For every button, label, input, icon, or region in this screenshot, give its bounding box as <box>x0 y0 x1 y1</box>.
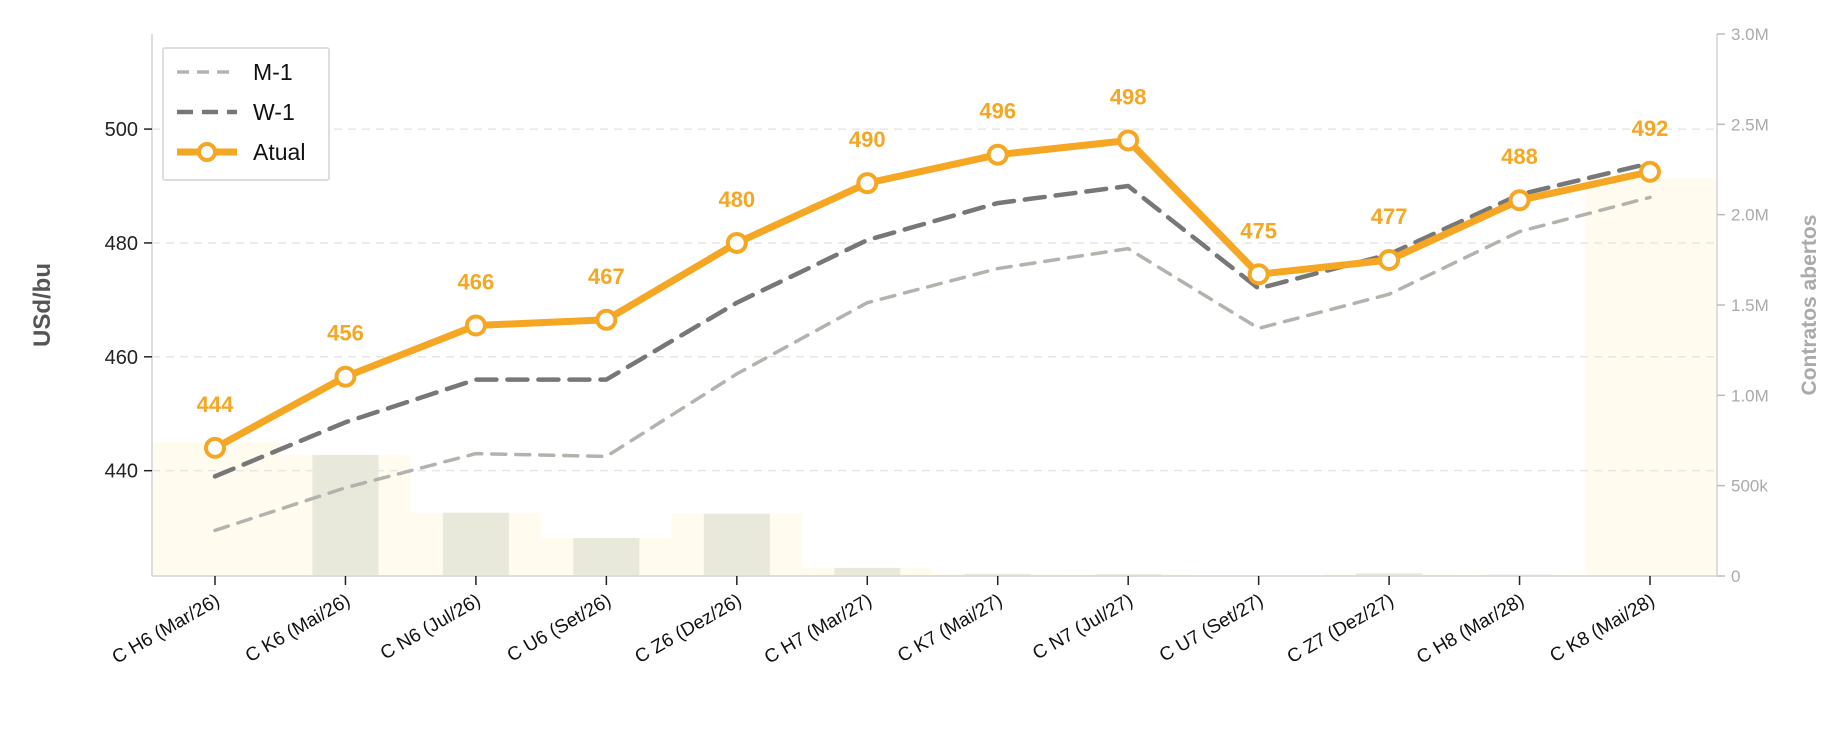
y2-tick-label: 2.0M <box>1731 206 1769 225</box>
data-label: 477 <box>1371 204 1408 229</box>
data-label: 444 <box>197 392 234 417</box>
series-line-w-1 <box>212 160 1653 479</box>
series-point <box>334 365 357 388</box>
y2-tick-label: 500k <box>1731 477 1768 496</box>
y-tick-label: 460 <box>105 347 138 369</box>
x-tick-label: C Z7 (Dez/27) <box>1284 590 1398 668</box>
legend-label: W-1 <box>253 99 295 125</box>
series-point <box>1378 249 1401 272</box>
x-tick-label: C H6 (Mar/26) <box>109 590 224 668</box>
series-point <box>1639 160 1661 183</box>
x-tick-label: C H8 (Mar/28) <box>1413 590 1528 668</box>
x-tick-label: C N7 (Jul/27) <box>1029 590 1136 664</box>
y-tick-label: 480 <box>105 233 138 255</box>
x-tick-label: C N6 (Jul/26) <box>377 590 484 664</box>
legend-label: M-1 <box>253 59 293 85</box>
series-line-m-1 <box>213 195 1652 533</box>
x-tick-label: C K7 (Mai/27) <box>894 590 1006 667</box>
data-label: 490 <box>849 127 886 152</box>
grid-layer <box>152 128 1717 472</box>
x-tick-label: C H7 (Mar/27) <box>761 590 876 668</box>
open-interest-bar <box>442 512 509 576</box>
y-tick-label: 440 <box>105 461 138 483</box>
series-point <box>1247 263 1270 286</box>
open-interest-layer <box>152 178 1717 577</box>
data-label: 492 <box>1632 116 1669 141</box>
data-label: 488 <box>1501 144 1538 169</box>
data-label: 466 <box>458 269 495 294</box>
data-label: 456 <box>327 321 364 346</box>
series-point <box>986 143 1009 166</box>
x-tick-label: C K6 (Mai/26) <box>242 590 354 667</box>
legend-label: Atual <box>253 139 305 165</box>
legend-marker <box>197 142 217 162</box>
y2-tick-label: 1.5M <box>1731 296 1769 315</box>
y2-tick-label: 1.0M <box>1731 386 1769 405</box>
open-interest-bar <box>573 538 640 576</box>
y-axis-label: USd/bu <box>29 263 56 347</box>
series-point <box>725 231 748 254</box>
data-labels-layer: 444 456 466 467 480 490 496 498 475 477 488 492 <box>197 84 1669 416</box>
y2-axis-label: Contratos abertos <box>1798 215 1821 396</box>
open-interest-bar <box>1356 573 1423 576</box>
series-point <box>856 172 879 195</box>
y2-tick-label: 3.0M <box>1731 25 1769 44</box>
x-tick-label: C K8 (Mai/28) <box>1546 590 1658 667</box>
series-point <box>1117 129 1140 152</box>
open-interest-area <box>152 178 1717 577</box>
series-point <box>204 436 226 459</box>
open-interest-bar <box>834 567 901 576</box>
y2-tick-label: 0 <box>1731 567 1740 586</box>
series-layer <box>204 129 1661 533</box>
data-label: 480 <box>718 187 755 212</box>
open-interest-bar <box>703 513 770 576</box>
x-tick-label: C U6 (Set/26) <box>504 590 615 666</box>
open-interest-bar <box>964 573 1031 576</box>
data-label: 475 <box>1240 218 1277 243</box>
series-point <box>595 308 618 331</box>
x-tick-label: C Z6 (Dez/26) <box>631 590 745 668</box>
series-line-atual <box>211 136 1654 452</box>
data-label: 496 <box>979 99 1016 124</box>
y2-tick-label: 2.5M <box>1731 115 1769 134</box>
series-point <box>464 314 487 337</box>
data-label: 467 <box>588 264 625 289</box>
data-label: 498 <box>1110 84 1147 109</box>
open-interest-bar <box>312 454 379 576</box>
series-point <box>1508 189 1531 212</box>
x-tick-label: C U7 (Set/27) <box>1156 590 1267 666</box>
y-tick-label: 500 <box>105 119 138 141</box>
legend: M-1 W-1 Atual <box>162 47 330 181</box>
